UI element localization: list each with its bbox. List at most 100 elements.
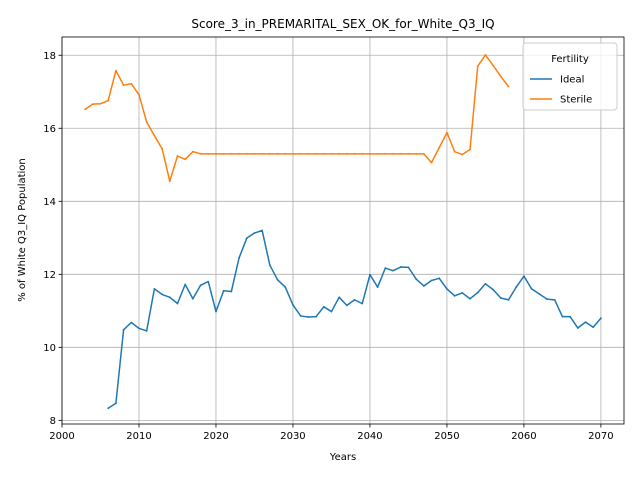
- legend: Fertility Ideal Sterile: [522, 42, 618, 111]
- data-point-ideal: [307, 316, 310, 318]
- data-point-sterile: [168, 180, 171, 183]
- data-point-sterile: [507, 85, 510, 88]
- data-point-sterile: [91, 103, 94, 106]
- data-point-sterile: [253, 152, 256, 155]
- data-point-sterile: [292, 152, 294, 155]
- data-point-sterile: [299, 152, 302, 155]
- x-tick-label: 2070: [588, 431, 613, 442]
- data-point-ideal: [376, 286, 379, 288]
- data-point-sterile: [130, 82, 133, 85]
- data-point-sterile: [422, 152, 425, 155]
- data-point-sterile: [499, 75, 502, 78]
- data-point-ideal: [576, 327, 579, 329]
- data-point-ideal: [284, 286, 287, 288]
- data-point-ideal: [130, 321, 133, 324]
- data-point-sterile: [153, 134, 156, 137]
- series-line-sterile: [84, 54, 510, 182]
- data-point-ideal: [230, 290, 233, 293]
- data-point-sterile: [138, 93, 140, 96]
- series-layer: [84, 53, 602, 410]
- data-point-ideal: [546, 298, 548, 301]
- data-point-ideal: [292, 304, 294, 306]
- data-point-sterile: [376, 152, 379, 155]
- data-point-ideal: [407, 266, 410, 269]
- data-point-sterile: [276, 152, 279, 155]
- data-point-ideal: [261, 229, 264, 232]
- data-point-ideal: [399, 266, 402, 268]
- data-point-sterile: [415, 152, 418, 155]
- axis-ticks: 2000 2010 2020 2030 2040 2050 2060 2070 8 10 12 14 1…: [43, 51, 613, 442]
- y-tick-label: 12: [43, 270, 56, 281]
- data-point-ideal: [507, 298, 510, 301]
- data-point-sterile: [492, 64, 495, 67]
- data-point-ideal: [515, 286, 518, 288]
- data-point-ideal: [499, 297, 502, 299]
- legend-label-sterile: Sterile: [560, 95, 592, 106]
- data-point-sterile: [469, 148, 471, 151]
- data-point-sterile: [392, 152, 394, 155]
- data-point-sterile: [322, 152, 325, 155]
- legend-box: [522, 42, 618, 111]
- y-tick-label: 18: [43, 51, 56, 62]
- data-point-sterile: [114, 69, 117, 72]
- data-point-sterile: [207, 152, 210, 155]
- x-axis-label: Years: [329, 452, 356, 463]
- data-point-ideal: [361, 302, 364, 305]
- data-point-ideal: [168, 296, 171, 299]
- data-point-ideal: [215, 310, 217, 313]
- data-point-ideal: [199, 284, 202, 287]
- x-tick-label: 2040: [357, 431, 382, 442]
- data-point-ideal: [446, 288, 448, 290]
- data-point-sterile: [84, 108, 86, 111]
- y-tick-label: 10: [43, 343, 56, 354]
- data-point-ideal: [253, 232, 256, 234]
- x-tick-label: 2020: [203, 431, 228, 442]
- data-point-ideal: [438, 277, 441, 280]
- data-point-sterile: [145, 121, 148, 123]
- data-point-sterile: [369, 152, 371, 155]
- data-point-sterile: [191, 150, 194, 153]
- data-point-ideal: [523, 275, 525, 278]
- data-point-sterile: [484, 53, 487, 56]
- data-point-sterile: [245, 152, 248, 155]
- data-point-sterile: [361, 152, 364, 155]
- data-point-ideal: [268, 264, 271, 267]
- data-point-sterile: [268, 152, 271, 155]
- data-point-sterile: [176, 155, 179, 157]
- data-point-sterile: [353, 152, 356, 155]
- data-point-ideal: [161, 293, 163, 296]
- data-point-ideal: [369, 273, 371, 276]
- legend-label-ideal: Ideal: [560, 75, 584, 86]
- data-point-ideal: [322, 305, 325, 308]
- data-point-ideal: [569, 315, 572, 318]
- data-point-sterile: [199, 152, 202, 155]
- data-point-sterile: [99, 102, 102, 105]
- y-tick-label: 16: [43, 124, 56, 135]
- data-point-ideal: [338, 296, 341, 299]
- data-point-sterile: [184, 158, 187, 161]
- data-point-ideal: [422, 285, 425, 287]
- data-point-ideal: [330, 310, 333, 313]
- y-tick-label: 14: [43, 197, 56, 208]
- data-point-sterile: [430, 161, 433, 164]
- data-point-ideal: [384, 267, 387, 269]
- data-point-sterile: [261, 152, 264, 155]
- data-point-ideal: [245, 237, 248, 240]
- data-point-ideal: [561, 315, 564, 318]
- data-point-ideal: [122, 328, 125, 331]
- data-point-ideal: [538, 293, 541, 295]
- x-tick-label: 2060: [511, 431, 536, 442]
- series-points-ideal: [107, 229, 602, 410]
- plot-frame: [61, 36, 625, 425]
- x-tick-label: 2010: [126, 431, 151, 442]
- data-point-ideal: [553, 298, 556, 301]
- data-point-ideal: [176, 302, 179, 305]
- y-axis-label: % of White Q3_IQ Population: [17, 158, 28, 302]
- data-point-sterile: [222, 152, 225, 155]
- chart-title: Score_3_in_PREMARITAL_SEX_OK_for_White_Q…: [191, 17, 494, 31]
- data-point-sterile: [345, 152, 348, 155]
- data-point-ideal: [315, 315, 317, 318]
- data-point-ideal: [114, 402, 117, 405]
- data-point-ideal: [392, 269, 394, 272]
